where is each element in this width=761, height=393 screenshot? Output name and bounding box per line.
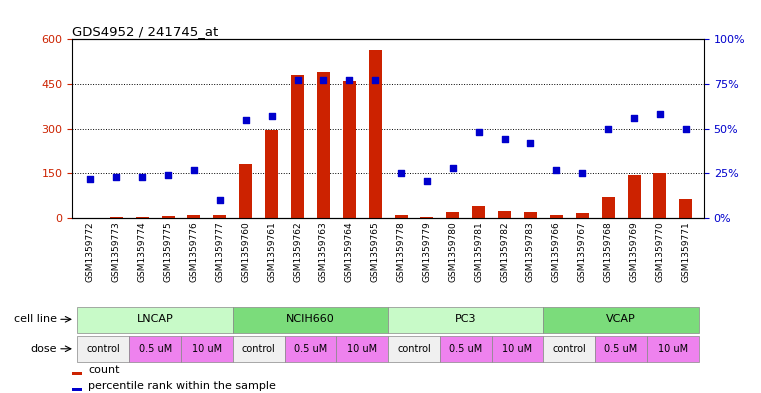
- Bar: [110, 217, 123, 218]
- Point: [447, 165, 459, 171]
- Bar: [72, 388, 82, 391]
- Bar: [595, 336, 647, 362]
- Bar: [342, 81, 355, 218]
- Bar: [647, 336, 699, 362]
- Bar: [213, 215, 226, 218]
- Text: 10 uM: 10 uM: [347, 344, 377, 354]
- Point: [498, 136, 511, 143]
- Text: cell line: cell line: [14, 314, 57, 324]
- Point: [240, 117, 252, 123]
- Point: [550, 167, 562, 173]
- Text: PC3: PC3: [455, 314, 476, 324]
- Point: [162, 172, 174, 178]
- Bar: [654, 173, 667, 218]
- Bar: [576, 213, 589, 218]
- Point: [343, 77, 355, 84]
- Bar: [473, 206, 486, 218]
- Point: [214, 197, 226, 204]
- Point: [188, 167, 200, 173]
- Text: count: count: [88, 365, 119, 375]
- Bar: [440, 336, 492, 362]
- Point: [421, 177, 433, 184]
- Bar: [233, 336, 285, 362]
- Text: 0.5 uM: 0.5 uM: [294, 344, 327, 354]
- Text: 0.5 uM: 0.5 uM: [139, 344, 172, 354]
- Point: [84, 176, 97, 182]
- Text: LNCAP: LNCAP: [137, 314, 174, 324]
- Text: VCAP: VCAP: [607, 314, 636, 324]
- Bar: [336, 336, 388, 362]
- Bar: [492, 336, 543, 362]
- Point: [369, 77, 381, 84]
- Bar: [135, 217, 148, 218]
- Text: GDS4952 / 241745_at: GDS4952 / 241745_at: [72, 25, 218, 38]
- Bar: [181, 336, 233, 362]
- Bar: [239, 164, 252, 218]
- Point: [110, 174, 123, 180]
- Bar: [447, 212, 460, 218]
- Bar: [129, 336, 181, 362]
- Bar: [602, 197, 615, 218]
- Bar: [84, 217, 97, 218]
- Text: 0.5 uM: 0.5 uM: [449, 344, 482, 354]
- Text: NCIH660: NCIH660: [286, 314, 335, 324]
- Point: [524, 140, 537, 146]
- Text: control: control: [552, 344, 586, 354]
- Bar: [78, 336, 129, 362]
- Point: [136, 174, 148, 180]
- Bar: [421, 217, 434, 218]
- Text: dose: dose: [30, 344, 57, 354]
- Point: [266, 113, 278, 119]
- Bar: [291, 75, 304, 218]
- Text: 10 uM: 10 uM: [192, 344, 222, 354]
- Bar: [543, 307, 699, 332]
- Point: [602, 125, 614, 132]
- Bar: [388, 307, 543, 332]
- Point: [654, 111, 666, 118]
- Text: percentile rank within the sample: percentile rank within the sample: [88, 381, 276, 391]
- Point: [317, 77, 330, 84]
- Text: 10 uM: 10 uM: [502, 344, 533, 354]
- Bar: [628, 175, 641, 218]
- Text: 10 uM: 10 uM: [658, 344, 688, 354]
- Bar: [233, 307, 388, 332]
- Point: [395, 170, 407, 176]
- Bar: [543, 336, 595, 362]
- Bar: [187, 215, 200, 218]
- Bar: [317, 72, 330, 218]
- Point: [576, 170, 588, 176]
- Bar: [72, 372, 82, 375]
- Bar: [680, 199, 693, 218]
- Bar: [78, 307, 233, 332]
- Text: control: control: [397, 344, 431, 354]
- Bar: [388, 336, 440, 362]
- Text: control: control: [87, 344, 120, 354]
- Bar: [498, 211, 511, 218]
- Text: control: control: [242, 344, 275, 354]
- Point: [680, 125, 692, 132]
- Point: [628, 115, 640, 121]
- Bar: [368, 50, 381, 218]
- Point: [291, 77, 304, 84]
- Bar: [265, 130, 278, 218]
- Bar: [161, 216, 174, 218]
- Bar: [550, 215, 563, 218]
- Bar: [524, 212, 537, 218]
- Bar: [395, 215, 408, 218]
- Bar: [285, 336, 336, 362]
- Point: [473, 129, 485, 136]
- Text: 0.5 uM: 0.5 uM: [604, 344, 638, 354]
